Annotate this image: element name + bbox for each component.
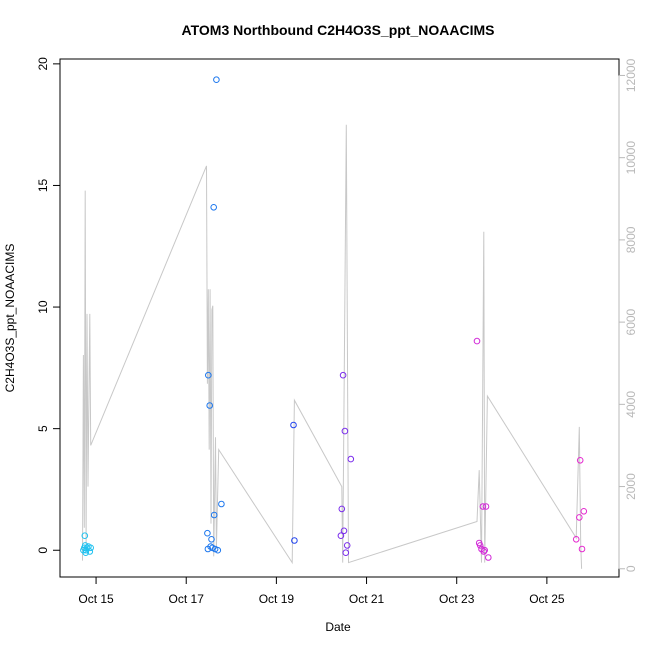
data-point [290,421,297,429]
y2-axis: 0 2000 4000 6000 8000 10000 12000 [618,58,638,572]
data-point [476,542,484,549]
data-point [341,427,349,435]
data-point [205,371,212,379]
data-point [291,537,298,544]
data-points-layer [80,76,588,561]
x-tick-label: Oct 19 [259,592,295,606]
y2-tick-label: 6000 [624,308,638,335]
data-point [482,503,490,510]
data-point [210,511,218,519]
y-axis-label: C2H4O3S_ppt_NOAACIMS [3,244,17,393]
y-axis: 0 5 10 15 20 [36,57,60,554]
y-tick-label: 15 [36,178,50,192]
y2-tick-label: 10000 [624,141,638,175]
data-point [86,548,94,555]
data-point [204,529,211,537]
x-tick-label: Oct 23 [439,592,475,606]
data-point [337,532,345,540]
data-point [580,508,588,515]
y-tick-label: 0 [36,547,50,554]
x-tick-label: Oct 15 [78,592,114,606]
data-point [479,503,487,510]
y2-tick-label: 2000 [624,473,638,500]
data-point [206,402,213,409]
y-tick-label: 5 [36,425,50,432]
data-point [213,76,220,83]
data-point [480,548,488,555]
data-point [214,546,222,554]
data-point [208,536,215,543]
x-axis: Oct 15 Oct 17 Oct 19 Oct 21 Oct 23 Oct 25 [78,576,565,606]
x-tick-label: Oct 21 [349,592,385,606]
data-point [343,542,351,549]
data-point [473,337,481,345]
y2-tick-label: 0 [624,565,638,572]
y-tick-label: 20 [36,57,50,71]
y2-tick-label: 12000 [624,58,638,92]
data-point [347,455,355,463]
data-point [338,505,346,513]
data-point [485,554,492,561]
altitude-line [82,124,583,569]
data-point [481,546,489,554]
chart-title: ATOM3 Northbound C2H4O3S_ppt_NOAACIMS [182,22,495,38]
data-point [340,527,348,535]
data-point [576,514,583,521]
data-point [81,532,89,540]
y2-tick-label: 8000 [624,226,638,253]
x-tick-label: Oct 17 [169,592,205,606]
data-point [576,457,584,464]
y-tick-label: 10 [36,300,50,314]
data-point [578,545,586,553]
data-point [339,371,347,379]
x-axis-label: Date [325,620,351,634]
y2-tick-label: 4000 [624,391,638,418]
data-point [342,549,350,557]
data-point [210,204,217,211]
data-point [572,536,580,543]
altitude-line-layer [82,124,583,569]
data-point [87,544,94,552]
data-point [218,500,225,508]
x-tick-label: Oct 25 [529,592,565,606]
